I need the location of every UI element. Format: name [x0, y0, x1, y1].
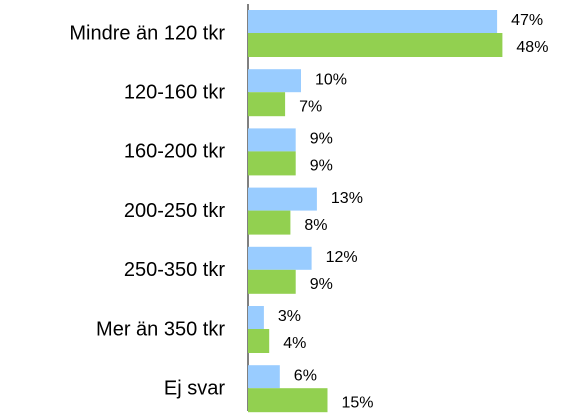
- category-label: 120-160 tkr: [124, 81, 226, 103]
- category-label: 160-200 tkr: [124, 141, 226, 163]
- bar: [248, 187, 317, 211]
- value-label: 8%: [304, 217, 327, 234]
- value-label: 10%: [315, 71, 347, 88]
- category-label: 200-250 tkr: [124, 200, 226, 222]
- bar: [248, 365, 280, 389]
- value-label: 9%: [310, 276, 333, 293]
- value-label: 15%: [342, 394, 374, 411]
- category-label: Ej svar: [164, 377, 225, 399]
- value-label: 12%: [326, 249, 358, 266]
- value-label: 13%: [331, 190, 363, 207]
- category-label: Mer än 350 tkr: [96, 318, 225, 340]
- bar: [248, 69, 301, 93]
- category-label: Mindre än 120 tkr: [69, 22, 225, 44]
- bar: [248, 269, 296, 294]
- bar: [248, 151, 296, 176]
- bar: [248, 306, 264, 329]
- bar: [248, 33, 503, 57]
- value-label: 47%: [511, 12, 543, 29]
- value-label: 7%: [299, 98, 322, 115]
- bar: [248, 92, 286, 117]
- value-label: 6%: [294, 367, 317, 384]
- bar: [248, 210, 291, 235]
- bar: [248, 329, 270, 353]
- value-label: 4%: [283, 335, 306, 352]
- category-label: 250-350 tkr: [124, 259, 226, 281]
- bar: [248, 246, 312, 270]
- value-label: 48%: [516, 39, 548, 56]
- value-label: 9%: [310, 131, 333, 148]
- bar: [248, 388, 328, 413]
- value-label: 9%: [310, 158, 333, 175]
- value-label: 3%: [278, 308, 301, 325]
- bar: [248, 128, 296, 152]
- bar: [248, 10, 498, 33]
